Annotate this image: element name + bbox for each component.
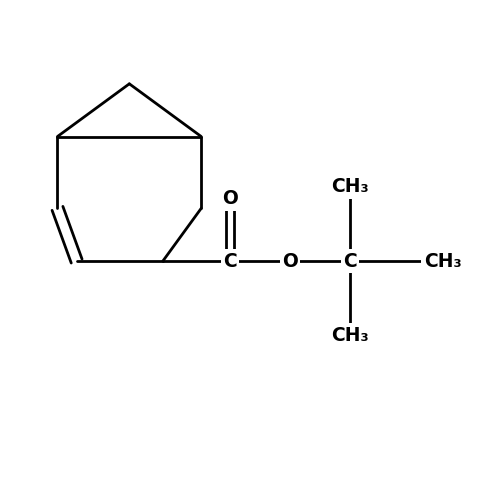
Text: CH₃: CH₃ xyxy=(424,251,462,271)
Text: C: C xyxy=(343,251,356,271)
Text: CH₃: CH₃ xyxy=(331,177,368,196)
Text: O: O xyxy=(222,189,238,208)
Text: O: O xyxy=(282,251,298,271)
Text: CH₃: CH₃ xyxy=(331,326,368,345)
Text: C: C xyxy=(223,251,237,271)
